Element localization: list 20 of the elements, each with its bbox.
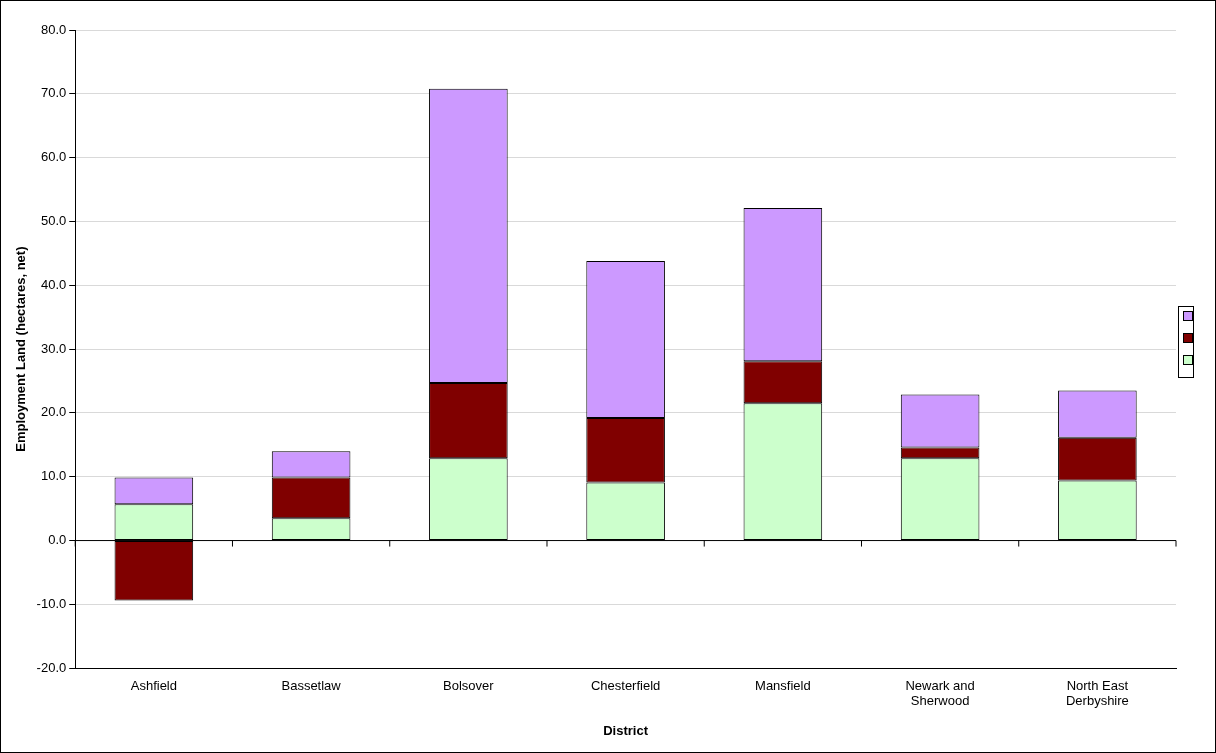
y-tick-label: -10.0 <box>36 595 67 611</box>
y-tick-label: 30.0 <box>40 340 67 356</box>
x-tick-label: Bolsover <box>443 677 495 693</box>
y-tick-label: 60.0 <box>40 149 67 165</box>
x-axis-title: District <box>603 722 649 738</box>
x-tick-label: North East Derbyshire <box>1065 677 1129 709</box>
x-tick-label: Chesterfield <box>590 677 661 693</box>
y-tick-label: 10.0 <box>40 468 67 484</box>
x-tick-label: Newark and Sherwood <box>905 677 975 709</box>
y-tick-label: -20.0 <box>36 659 67 675</box>
y-tick-label: 50.0 <box>40 213 67 229</box>
x-tick-label: Bassetlaw <box>281 677 342 693</box>
y-tick-label: 20.0 <box>40 404 67 420</box>
y-tick-label: 80.0 <box>40 21 67 37</box>
x-tick-label: Ashfield <box>130 677 177 693</box>
y-tick-label: 0.0 <box>48 532 67 548</box>
x-tick-label: Mansfield <box>755 677 811 693</box>
y-tick-label: 40.0 <box>40 276 67 292</box>
y-axis-title: Employment Land (hectares, net) <box>13 246 29 452</box>
y-tick-label: 70.0 <box>40 85 67 101</box>
